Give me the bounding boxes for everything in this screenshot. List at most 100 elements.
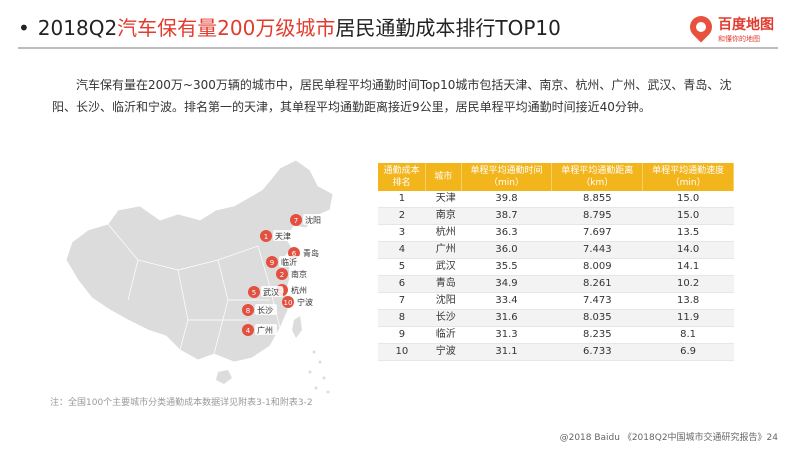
table-row: 6 青岛 34.9 8.261 10.2: [378, 275, 734, 293]
time-cell: 31.1: [461, 343, 552, 361]
city-pin: 8 长沙: [242, 304, 277, 316]
speed-cell: 13.5: [642, 224, 734, 242]
table-row: 1 天津 39.8 8.855 15.0: [378, 191, 734, 208]
pin-rank: 2: [280, 271, 284, 279]
pin-circle: [260, 230, 272, 242]
pin-rank: 6: [292, 250, 297, 258]
rank-cell: 6: [378, 275, 426, 293]
column-header-line: 单程平均通勤速度: [652, 166, 725, 176]
pin-city-label: 青岛: [303, 248, 319, 258]
column-header: 通勤成本 排名: [378, 163, 427, 191]
pin-rank: 4: [246, 327, 251, 335]
city-cell: 长沙: [425, 309, 462, 327]
footnote: 注：全国100个主要城市分类通勤成本数据详见附表3-1和附表3-2: [50, 398, 313, 408]
pin-circle: [242, 324, 254, 336]
rank-cell: 3: [378, 224, 426, 242]
city-cell: 杭州: [425, 224, 462, 242]
table-row: 7 沈阳 33.4 7.473 13.8: [378, 292, 734, 310]
map-island-taiwan: [292, 316, 302, 338]
pin-circle: [248, 286, 260, 298]
pin-rank: 8: [246, 307, 250, 315]
speed-cell: 10.2: [642, 275, 734, 293]
city-cell: 南京: [425, 207, 462, 225]
table-row: 2 南京 38.7 8.795 15.0: [378, 207, 734, 225]
city-pin: 10 宁波: [282, 296, 317, 308]
city-pin: 9 临沂: [266, 256, 301, 268]
speed-cell: 14.0: [642, 241, 734, 259]
speed-cell: 15.0: [642, 207, 734, 225]
map-province-lines: [107, 223, 281, 355]
page-title: • 2018Q2汽车保有量200万级城市居民通勤成本排行TOP10: [18, 12, 561, 41]
distance-cell: 8.035: [551, 309, 643, 327]
column-header-line: 单程平均通勤距离: [561, 166, 634, 176]
city-pin: 7 沈阳: [290, 214, 325, 226]
pin-city-label: 天津: [275, 231, 291, 241]
city-cell: 武汉: [425, 258, 462, 276]
pin-city-label: 广州: [257, 325, 273, 335]
logo-slogan: 和懂你的地图: [718, 35, 760, 43]
column-header-line: （km）: [581, 178, 614, 188]
city-cell: 临沂: [425, 326, 462, 344]
rank-cell: 7: [378, 292, 426, 310]
city-pin: 2 南京: [276, 268, 311, 280]
baidu-map-logo: 百度地图 和懂你的地图: [685, 11, 786, 48]
map-island-hainan: [216, 370, 232, 384]
table-row: 5 武汉 35.5 8.009 14.1: [378, 258, 734, 276]
table-row: 4 广州 36.0 7.443 14.0: [378, 241, 734, 259]
speed-cell: 15.0: [642, 191, 734, 208]
distance-cell: 8.009: [551, 258, 643, 276]
distance-cell: 6.733: [551, 343, 643, 361]
title-divider: [18, 47, 778, 49]
rank-cell: 10: [378, 343, 426, 361]
time-cell: 33.4: [461, 292, 552, 310]
city-pin: 4 广州: [242, 324, 277, 336]
distance-cell: 8.235: [551, 326, 643, 344]
pin-label-bg: [273, 230, 295, 241]
time-cell: 31.6: [461, 309, 552, 327]
china-map: 1天津2南京3杭州4广州5武汉6青岛7沈阳8长沙9临沂10宁波: [65, 159, 334, 394]
title-prefix: 2018Q2: [37, 16, 118, 40]
rank-cell: 9: [378, 326, 426, 344]
city-pin: 5 武汉: [248, 286, 283, 298]
column-header: 单程平均通勤距离 （km）: [551, 163, 644, 191]
time-cell: 31.3: [461, 326, 552, 344]
title-highlight: 汽车保有量200万级城市: [117, 16, 336, 40]
city-cell: 广州: [425, 241, 462, 259]
rank-cell: 2: [378, 207, 426, 225]
distance-cell: 7.443: [551, 241, 643, 259]
pin-rank: 9: [270, 259, 274, 267]
speed-cell: 13.8: [642, 292, 734, 310]
table-row: 9 临沂 31.3 8.235 8.1: [378, 326, 734, 344]
city-cell: 宁波: [425, 343, 462, 361]
source-footer: @2018 Baidu 《2018Q2中国城市交通研究报告》24: [559, 433, 778, 443]
table-head: 通勤成本 排名 城市 单程平均通勤时间 （min） 单程平均通勤距离 （km） 单程平均通勤速…: [378, 163, 734, 191]
city-pin: 1 天津: [260, 230, 295, 242]
pin-city-label: 南京: [291, 269, 307, 279]
speed-cell: 14.1: [642, 258, 734, 276]
pin-rank: 10: [284, 299, 293, 307]
column-header-line: 单程平均通勤时间: [470, 166, 543, 176]
pin-rank: 1: [264, 233, 268, 241]
distance-cell: 7.473: [551, 292, 643, 310]
speed-cell: 11.9: [642, 309, 734, 327]
rank-cell: 1: [378, 191, 426, 208]
column-header-line: （min）: [670, 178, 706, 188]
rank-cell: 8: [378, 309, 426, 327]
distance-cell: 7.697: [551, 224, 643, 242]
city-pins: 1天津2南京3杭州4广州5武汉6青岛7沈阳8长沙9临沂10宁波: [242, 214, 325, 336]
column-header: 单程平均通勤速度 （min）: [642, 163, 734, 191]
ranking-table: 通勤成本 排名 城市 单程平均通勤时间 （min） 单程平均通勤距离 （km） 单程平均通勤速…: [378, 163, 734, 361]
pin-rank: 7: [294, 217, 298, 225]
pin-label-bg: [295, 296, 317, 307]
pin-circle: [290, 214, 302, 226]
table-row: 10 宁波 31.1 6.733 6.9: [378, 343, 734, 361]
distance-cell: 8.855: [551, 191, 643, 208]
distance-cell: 8.795: [551, 207, 643, 225]
time-cell: 34.9: [461, 275, 552, 293]
description-paragraph: 汽车保有量在200万~300万辆的城市中，居民单程平均通勤时间Top10城市包括…: [52, 78, 732, 114]
city-cell: 青岛: [425, 275, 462, 293]
pin-label-bg: [279, 256, 301, 267]
rank-cell: 4: [378, 241, 426, 259]
column-header-line: 排名: [392, 178, 411, 188]
pin-city-label: 宁波: [297, 297, 313, 307]
